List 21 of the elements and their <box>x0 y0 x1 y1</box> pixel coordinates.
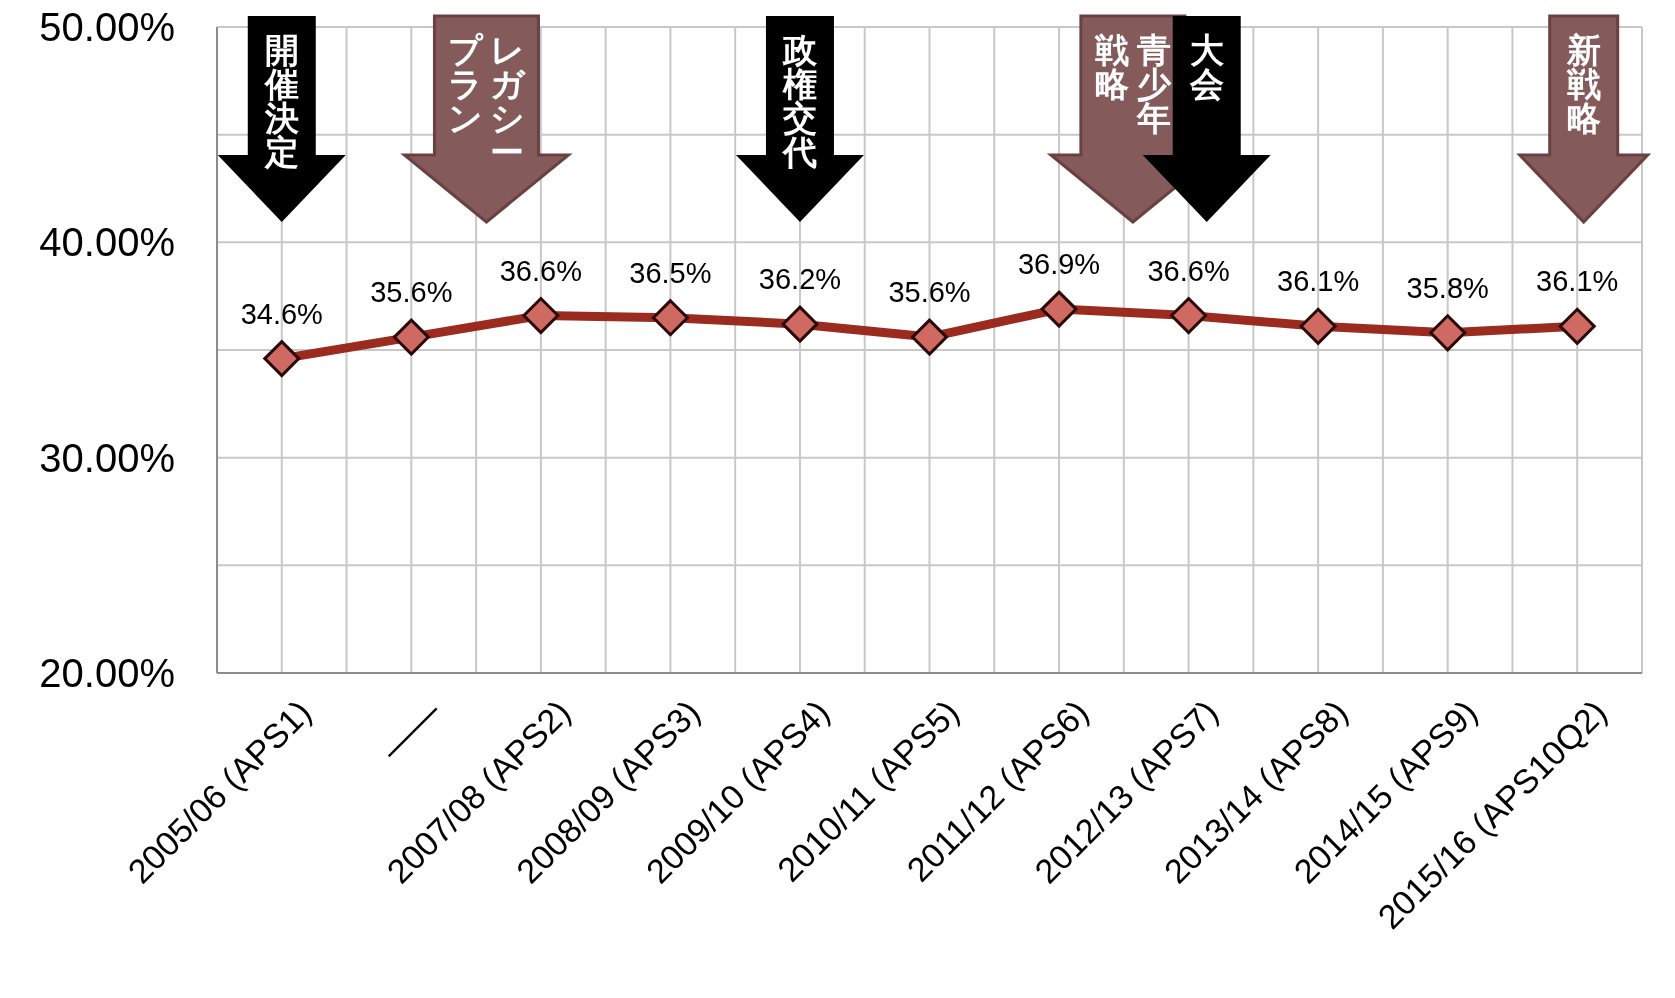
data-label: 36.5% <box>629 256 712 289</box>
data-label: 35.6% <box>888 276 971 309</box>
data-label: 36.6% <box>1147 254 1230 287</box>
data-label: 35.6% <box>370 276 453 309</box>
annotation: 新戦略 <box>1565 31 1601 137</box>
annotation: 大会 <box>1188 31 1224 103</box>
data-label: 36.1% <box>1536 265 1619 298</box>
data-label: 36.6% <box>499 254 582 287</box>
y-tick-label: 40.00% <box>39 220 175 265</box>
x-tick-label: ―― <box>372 692 448 768</box>
y-tick-label: 20.00% <box>39 651 175 695</box>
data-label: 34.6% <box>240 297 323 330</box>
data-label: 36.1% <box>1277 265 1360 298</box>
data-label: 36.9% <box>1017 248 1101 281</box>
data-label: 35.8% <box>1406 271 1489 304</box>
y-tick-label: 50.00% <box>39 5 175 49</box>
annotation: 青少年戦略 <box>1093 31 1172 137</box>
annotation: 開催決定 <box>262 31 299 171</box>
data-label: 36.2% <box>758 263 842 296</box>
y-tick-label: 30.00% <box>39 435 175 480</box>
annotation: 政権交代 <box>780 31 818 171</box>
